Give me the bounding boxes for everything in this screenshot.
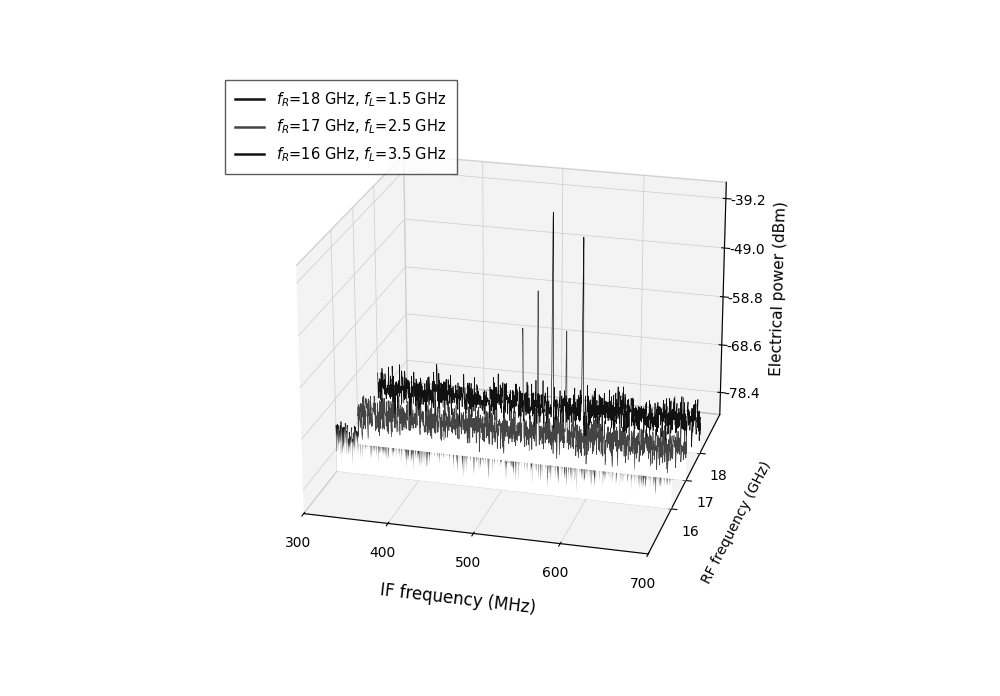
- X-axis label: IF frequency (MHz): IF frequency (MHz): [379, 580, 536, 617]
- Legend: $f_R$=18 GHz, $f_L$=1.5 GHz, $f_R$=17 GHz, $f_L$=2.5 GHz, $f_R$=16 GHz, $f_L$=3.: $f_R$=18 GHz, $f_L$=1.5 GHz, $f_R$=17 GH…: [225, 80, 457, 174]
- Y-axis label: RF frequency (GHz): RF frequency (GHz): [700, 459, 774, 586]
